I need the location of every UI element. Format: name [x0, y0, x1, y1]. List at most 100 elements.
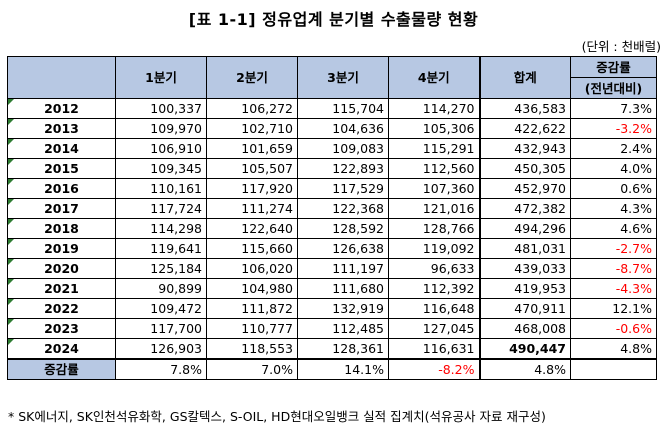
cell-q4: 112,560	[388, 158, 480, 179]
header-change: 증감률	[570, 56, 657, 78]
cell-q1: 119,641	[115, 238, 207, 259]
unit-label: (단위 : 천배럴)	[581, 39, 661, 54]
cell-q1: 117,700	[115, 318, 207, 339]
cell-marker-icon	[8, 139, 14, 145]
cell-total: 490,447	[478, 338, 571, 360]
cell-change: -0.6%	[570, 318, 657, 339]
cell-change: 4.6%	[570, 218, 657, 239]
row-year-label: 2020	[44, 261, 79, 276]
cell-change: 12.1%	[570, 298, 657, 319]
cell-q3: 132,919	[297, 298, 389, 319]
cell-q1: 110,161	[115, 178, 207, 199]
footer-q4: -8.2%	[388, 358, 480, 380]
cell-q4: 127,045	[388, 318, 480, 339]
row-year: 2013	[7, 118, 116, 139]
page-title: [표 1-1] 정유업계 분기별 수출물량 현황	[188, 10, 479, 29]
cell-total: 432,943	[478, 138, 571, 159]
row-year-label: 2014	[44, 141, 79, 156]
row-year: 2021	[7, 278, 116, 299]
cell-marker-icon	[8, 119, 14, 125]
cell-q2: 111,872	[206, 298, 298, 319]
row-year-label: 2022	[44, 301, 79, 316]
row-year: 2012	[7, 98, 116, 119]
cell-change: 2.4%	[570, 138, 657, 159]
cell-total: 470,911	[478, 298, 571, 319]
cell-total: 468,008	[478, 318, 571, 339]
table-row: 2024 126,903 118,553 128,361 116,631 490,447 4…	[7, 338, 657, 360]
cell-change: -3.2%	[570, 118, 657, 139]
table-row: 2019 119,641 115,660 126,638 119,092 481,031-…	[7, 238, 657, 259]
cell-q3: 122,893	[297, 158, 389, 179]
cell-marker-icon	[8, 199, 14, 205]
cell-q1: 109,472	[115, 298, 207, 319]
cell-q2: 106,272	[206, 98, 298, 119]
export-volume-table: 1분기 2분기 3분기 4분기 합계 증감률 (전년대비) 2012 100,33…	[7, 56, 657, 380]
cell-q4: 116,631	[388, 338, 480, 360]
row-year: 2014	[7, 138, 116, 159]
cell-q3: 128,592	[297, 218, 389, 239]
cell-q3: 122,368	[297, 198, 389, 219]
cell-q2: 118,553	[206, 338, 298, 360]
row-year: 2015	[7, 158, 116, 179]
cell-q1: 125,184	[115, 258, 207, 279]
cell-q3: 111,680	[297, 278, 389, 299]
cell-marker-icon	[8, 339, 14, 345]
cell-change: 4.8%	[570, 338, 657, 360]
cell-q4: 107,360	[388, 178, 480, 199]
cell-q4: 119,092	[388, 238, 480, 259]
table-row: 2016 110,161 117,920 117,529 107,360 452,970 0…	[7, 178, 657, 199]
cell-marker-icon	[8, 259, 14, 265]
cell-q2: 111,274	[206, 198, 298, 219]
table-row: 2020 125,184 106,020 111,197 96,633 439,033 -8…	[7, 258, 657, 279]
cell-q3: 112,485	[297, 318, 389, 339]
cell-q3: 128,361	[297, 338, 389, 360]
footer-q3: 14.1%	[297, 358, 389, 380]
row-year-label: 2023	[44, 321, 79, 336]
cell-q1: 126,903	[115, 338, 207, 360]
table-row: 2014 106,910 101,659 109,083 115,291 432,943 2…	[7, 138, 657, 159]
table-row: 2021 90,899 104,980 111,680 112,392 419,953 -4…	[7, 278, 657, 299]
row-year: 2018	[7, 218, 116, 239]
cell-total: 436,583	[478, 98, 571, 119]
cell-q4: 112,392	[388, 278, 480, 299]
footer-row: 증감률 7.8% 7.0% 14.1% -8.2% 4.8%	[7, 358, 657, 380]
footer-q2: 7.0%	[206, 358, 298, 380]
row-year-label: 2012	[44, 101, 79, 116]
cell-q3: 115,704	[297, 98, 389, 119]
row-year: 2022	[7, 298, 116, 319]
row-year: 2020	[7, 258, 116, 279]
cell-marker-icon	[8, 159, 14, 165]
table-body: 2012 100,337 106,272 115,704 114,270 436,583 7…	[7, 98, 657, 360]
cell-marker-icon	[8, 219, 14, 225]
cell-q4: 128,766	[388, 218, 480, 239]
cell-q2: 122,640	[206, 218, 298, 239]
cell-total: 450,305	[478, 158, 571, 179]
row-year: 2016	[7, 178, 116, 199]
cell-marker-icon	[8, 179, 14, 185]
cell-total: 419,953	[478, 278, 571, 299]
table-row: 2017 117,724 111,274 122,368 121,016 472,382 4…	[7, 198, 657, 219]
cell-q4: 121,016	[388, 198, 480, 219]
cell-q3: 126,638	[297, 238, 389, 259]
cell-q2: 115,660	[206, 238, 298, 259]
row-year-label: 2021	[44, 281, 79, 296]
cell-q1: 109,345	[115, 158, 207, 179]
cell-q3: 117,529	[297, 178, 389, 199]
cell-change: -8.7%	[570, 258, 657, 279]
cell-q3: 111,197	[297, 258, 389, 279]
header-q4: 4분기	[388, 56, 480, 99]
footer-total: 4.8%	[478, 358, 571, 380]
row-year-label: 2018	[44, 221, 79, 236]
row-year: 2019	[7, 238, 116, 259]
table-row: 2012 100,337 106,272 115,704 114,270 436,583 7…	[7, 98, 657, 119]
header-q3: 3분기	[297, 56, 389, 99]
cell-q4: 105,306	[388, 118, 480, 139]
footer-q1: 7.8%	[115, 358, 207, 380]
cell-q2: 110,777	[206, 318, 298, 339]
cell-marker-icon	[8, 299, 14, 305]
cell-total: 472,382	[478, 198, 571, 219]
cell-total: 422,622	[478, 118, 571, 139]
row-year-label: 2024	[44, 341, 79, 356]
cell-total: 494,296	[478, 218, 571, 239]
row-year: 2017	[7, 198, 116, 219]
